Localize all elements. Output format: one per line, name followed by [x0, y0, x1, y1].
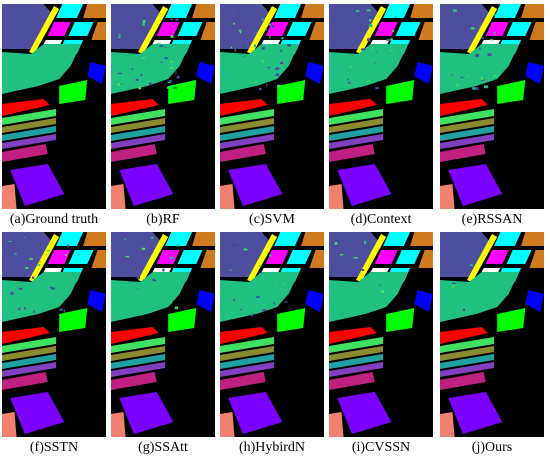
classification-map — [440, 4, 544, 209]
caption: (i)CVSSN — [351, 440, 411, 455]
caption: (d)Context — [350, 212, 412, 227]
panel: (c)SVM — [220, 4, 324, 228]
panel: (g)SSAtt — [111, 232, 215, 456]
classification-map — [111, 232, 215, 437]
caption: (f)SSTN — [29, 440, 79, 455]
caption: (c)SVM — [249, 212, 295, 227]
caption: (h)HybirdN — [238, 440, 306, 455]
panel: (b)RF — [111, 4, 215, 228]
panel: (i)CVSSN — [329, 232, 433, 456]
panel: (e)RSSAN — [440, 4, 544, 228]
panel: (a)Ground truth — [2, 4, 106, 228]
classification-map — [329, 4, 433, 209]
classification-map — [2, 232, 106, 437]
panel: (d)Context — [329, 4, 433, 228]
caption: (g)SSAtt — [138, 440, 188, 455]
classification-map — [220, 4, 324, 209]
classification-map — [220, 232, 324, 437]
classification-map — [111, 4, 215, 209]
caption: (b)RF — [146, 212, 180, 227]
panel: (j)Ours — [440, 232, 544, 456]
classification-map — [329, 232, 433, 437]
caption: (e)RSSAN — [461, 212, 523, 227]
panel: (f)SSTN — [2, 232, 106, 456]
panel: (h)HybirdN — [220, 232, 324, 456]
classification-map — [440, 232, 544, 437]
classification-map — [2, 4, 106, 209]
caption: (j)Ours — [471, 440, 513, 455]
caption: (a)Ground truth — [9, 212, 99, 227]
